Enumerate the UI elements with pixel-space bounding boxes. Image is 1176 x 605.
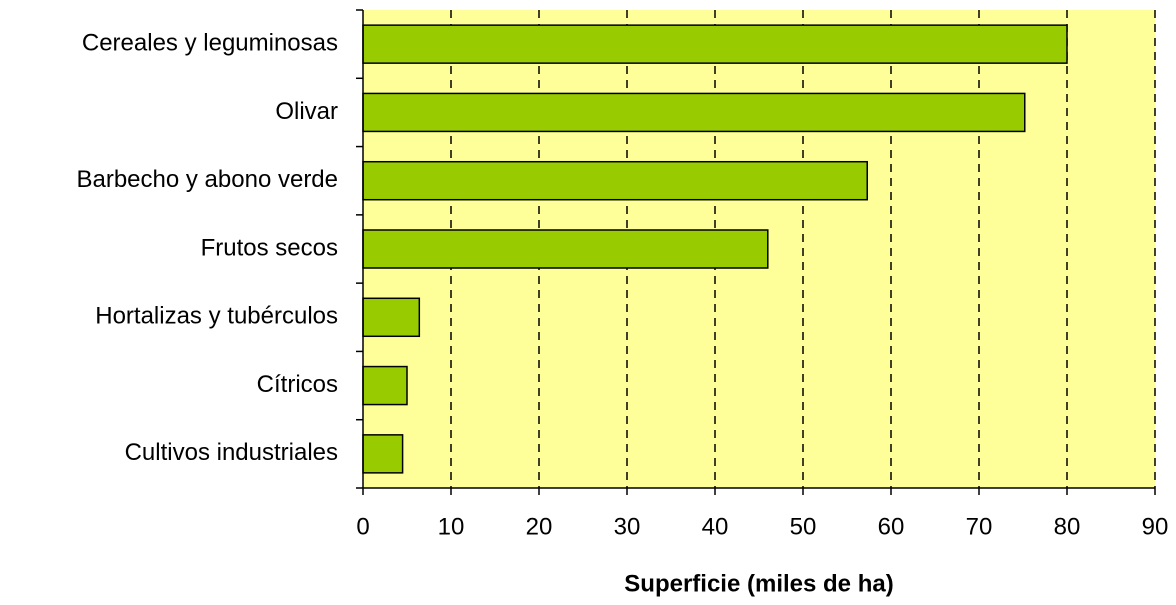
bar <box>362 24 1068 64</box>
y-tick-label: Hortalizas y tubérculos <box>95 303 338 330</box>
x-tick-label: 0 <box>356 513 369 540</box>
bar <box>362 92 1026 133</box>
bar <box>362 434 404 474</box>
x-tick-label: 20 <box>526 513 553 540</box>
y-tick-label: Frutos secos <box>201 234 338 261</box>
y-tick-label: Cultivos industriales <box>125 439 338 466</box>
x-tick-label: 30 <box>614 513 641 540</box>
x-tick-label: 70 <box>966 513 993 540</box>
x-axis-label: Superficie (miles de ha) <box>624 570 893 597</box>
x-tick-label: 80 <box>1054 513 1081 540</box>
bar <box>362 365 408 406</box>
x-tick-label: 40 <box>702 513 729 540</box>
bar <box>362 297 421 338</box>
y-tick-label: Olivar <box>275 98 338 125</box>
x-tick-label: 90 <box>1142 513 1169 540</box>
bar <box>362 160 868 201</box>
y-tick-label: Barbecho y abono verde <box>76 166 338 193</box>
y-tick-label: Cereales y leguminosas <box>82 29 338 56</box>
bar <box>362 229 769 269</box>
x-tick-label: 60 <box>878 513 905 540</box>
y-tick-label: Cítricos <box>257 371 338 398</box>
x-tick-label: 50 <box>790 513 817 540</box>
x-tick-label: 10 <box>438 513 465 540</box>
